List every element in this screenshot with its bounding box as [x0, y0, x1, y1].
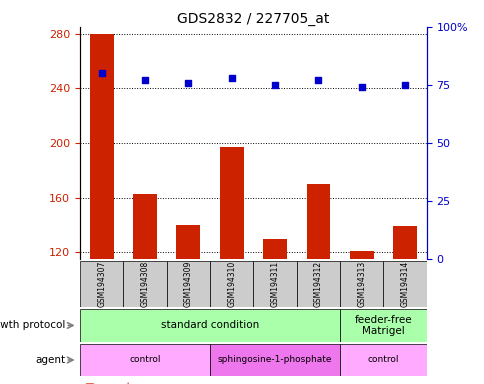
Text: GSM194309: GSM194309 [183, 261, 193, 307]
FancyBboxPatch shape [296, 261, 339, 307]
Bar [133, 194, 157, 384]
FancyBboxPatch shape [253, 261, 296, 307]
Text: GSM194311: GSM194311 [270, 261, 279, 307]
Bar [219, 147, 243, 384]
Bar [349, 251, 373, 384]
FancyBboxPatch shape [339, 309, 426, 342]
Text: control: control [367, 356, 398, 364]
Text: standard condition: standard condition [161, 320, 258, 331]
FancyBboxPatch shape [339, 344, 426, 376]
Text: GSM194310: GSM194310 [227, 261, 236, 307]
FancyBboxPatch shape [80, 261, 123, 307]
Point [227, 75, 235, 81]
Point [184, 79, 192, 86]
FancyBboxPatch shape [166, 261, 210, 307]
Text: growth protocol: growth protocol [0, 320, 65, 331]
FancyBboxPatch shape [383, 261, 426, 307]
Text: GSM194308: GSM194308 [140, 261, 149, 307]
Bar [393, 227, 416, 384]
FancyBboxPatch shape [210, 261, 253, 307]
FancyBboxPatch shape [80, 344, 210, 376]
Bar [90, 34, 113, 384]
FancyBboxPatch shape [80, 309, 339, 342]
Text: sphingosine-1-phosphate: sphingosine-1-phosphate [217, 356, 332, 364]
Text: agent: agent [35, 355, 65, 365]
Title: GDS2832 / 227705_at: GDS2832 / 227705_at [177, 12, 329, 26]
Text: ■  count: ■ count [85, 382, 130, 384]
Point [271, 82, 278, 88]
Point [98, 70, 106, 76]
FancyBboxPatch shape [210, 344, 339, 376]
Bar [306, 184, 330, 384]
Point [141, 77, 149, 83]
Point [314, 77, 322, 83]
Text: GSM194307: GSM194307 [97, 261, 106, 307]
Text: control: control [129, 356, 161, 364]
Bar [176, 225, 200, 384]
Text: GSM194313: GSM194313 [357, 261, 365, 307]
Bar [263, 239, 287, 384]
FancyBboxPatch shape [339, 261, 383, 307]
FancyBboxPatch shape [123, 261, 166, 307]
Text: GSM194314: GSM194314 [400, 261, 409, 307]
Text: GSM194312: GSM194312 [313, 261, 322, 307]
Point [357, 84, 365, 90]
Text: feeder-free
Matrigel: feeder-free Matrigel [354, 314, 411, 336]
Point [400, 82, 408, 88]
